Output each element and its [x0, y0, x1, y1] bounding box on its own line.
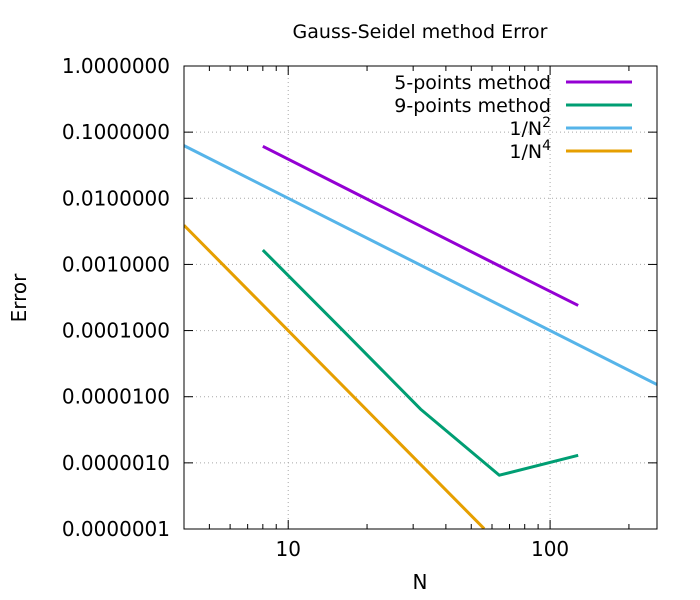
plot-frame	[183, 65, 658, 530]
series-line-4	[184, 224, 486, 529]
chart-title: Gauss-Seidel method Error	[293, 21, 548, 43]
x-axis-label: N	[413, 570, 428, 594]
y-tick-label: 0.0000010	[62, 451, 170, 475]
y-tick-label: 1.0000000	[62, 54, 170, 78]
series-line-3	[184, 144, 657, 386]
series-line-1	[262, 145, 579, 307]
legend-label-text: 9-points method	[394, 95, 551, 117]
y-axis-label: Error	[7, 273, 31, 323]
axis-ticks: 1.0000000 0.1000000 0.0100000 0.0010000 0.00…	[62, 54, 657, 561]
y-tick-label: 0.0010000	[62, 252, 170, 276]
y-tick-label: 0.0000100	[62, 385, 170, 409]
legend-label-text: 1/N	[509, 141, 542, 163]
legend-label-text: 5-points method	[394, 72, 551, 94]
legend-label-2: 9-points method	[394, 95, 551, 117]
y-tick-label: 0.0100000	[62, 186, 170, 210]
x-tick-label: 10	[275, 537, 300, 561]
legend-label-4: 1/N4	[509, 138, 551, 163]
legend-label-superscript: 4	[542, 138, 551, 154]
legend-label-text: 1/N	[509, 118, 542, 140]
legend-label-1: 5-points method	[394, 72, 551, 94]
plot-series	[184, 144, 657, 529]
series-line-2	[261, 248, 579, 477]
x-tick-label: 100	[531, 537, 569, 561]
y-tick-label: 0.1000000	[62, 120, 170, 144]
legend-label-3: 1/N2	[509, 115, 551, 140]
legend-label-superscript: 2	[542, 115, 551, 131]
y-tick-label: 0.0000001	[62, 517, 170, 541]
y-tick-label: 0.0001000	[62, 319, 170, 343]
